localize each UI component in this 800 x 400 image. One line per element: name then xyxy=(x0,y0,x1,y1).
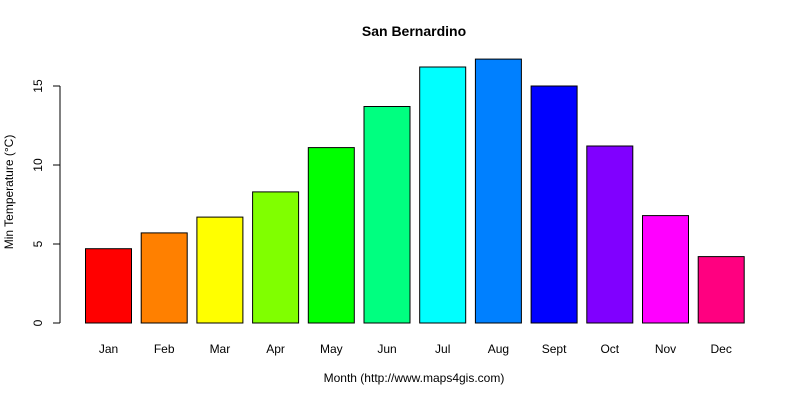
bar-nov xyxy=(642,215,689,324)
x-tick-label: Jul xyxy=(435,342,450,356)
x-tick-label: May xyxy=(320,342,343,356)
bars-group xyxy=(85,58,745,324)
x-tick-label: Dec xyxy=(711,342,732,356)
x-tick-label: Aug xyxy=(488,342,509,356)
y-axis: 0 5 10 15 xyxy=(31,79,61,326)
chart-title: San Bernardino xyxy=(362,23,466,39)
y-tick-label: 10 xyxy=(31,158,45,172)
x-tick-label: Oct xyxy=(600,342,619,356)
bar-sept xyxy=(530,85,578,324)
bar-jun xyxy=(363,106,411,324)
x-tick-label: Nov xyxy=(655,342,676,356)
x-tick-label: Jan xyxy=(99,342,118,356)
bar-apr xyxy=(252,191,300,324)
bar-aug xyxy=(474,58,522,324)
x-tick-label: Sept xyxy=(542,342,567,356)
x-axis-label: Month (http://www.maps4gis.com) xyxy=(324,371,505,385)
x-tick-label: Feb xyxy=(154,342,175,356)
bar-may xyxy=(307,147,355,324)
y-tick-label: 15 xyxy=(31,79,45,93)
x-tick-label: Apr xyxy=(266,342,285,356)
bar-oct xyxy=(586,145,634,324)
bar-feb xyxy=(140,232,188,324)
x-tick-label: Jun xyxy=(377,342,396,356)
bar-jul xyxy=(419,66,467,324)
bar-jan xyxy=(85,248,132,324)
y-tick-label: 5 xyxy=(31,240,45,247)
x-tick-label: Mar xyxy=(210,342,231,356)
y-axis-label: Min Temperature (°C) xyxy=(2,135,16,250)
bar-mar xyxy=(196,216,244,324)
bar-dec xyxy=(697,256,745,324)
x-tick-labels: Jan Feb Mar Apr May Jun Jul Aug Sept Oct Nov Dec xyxy=(99,342,732,356)
y-tick-label: 0 xyxy=(31,319,45,326)
